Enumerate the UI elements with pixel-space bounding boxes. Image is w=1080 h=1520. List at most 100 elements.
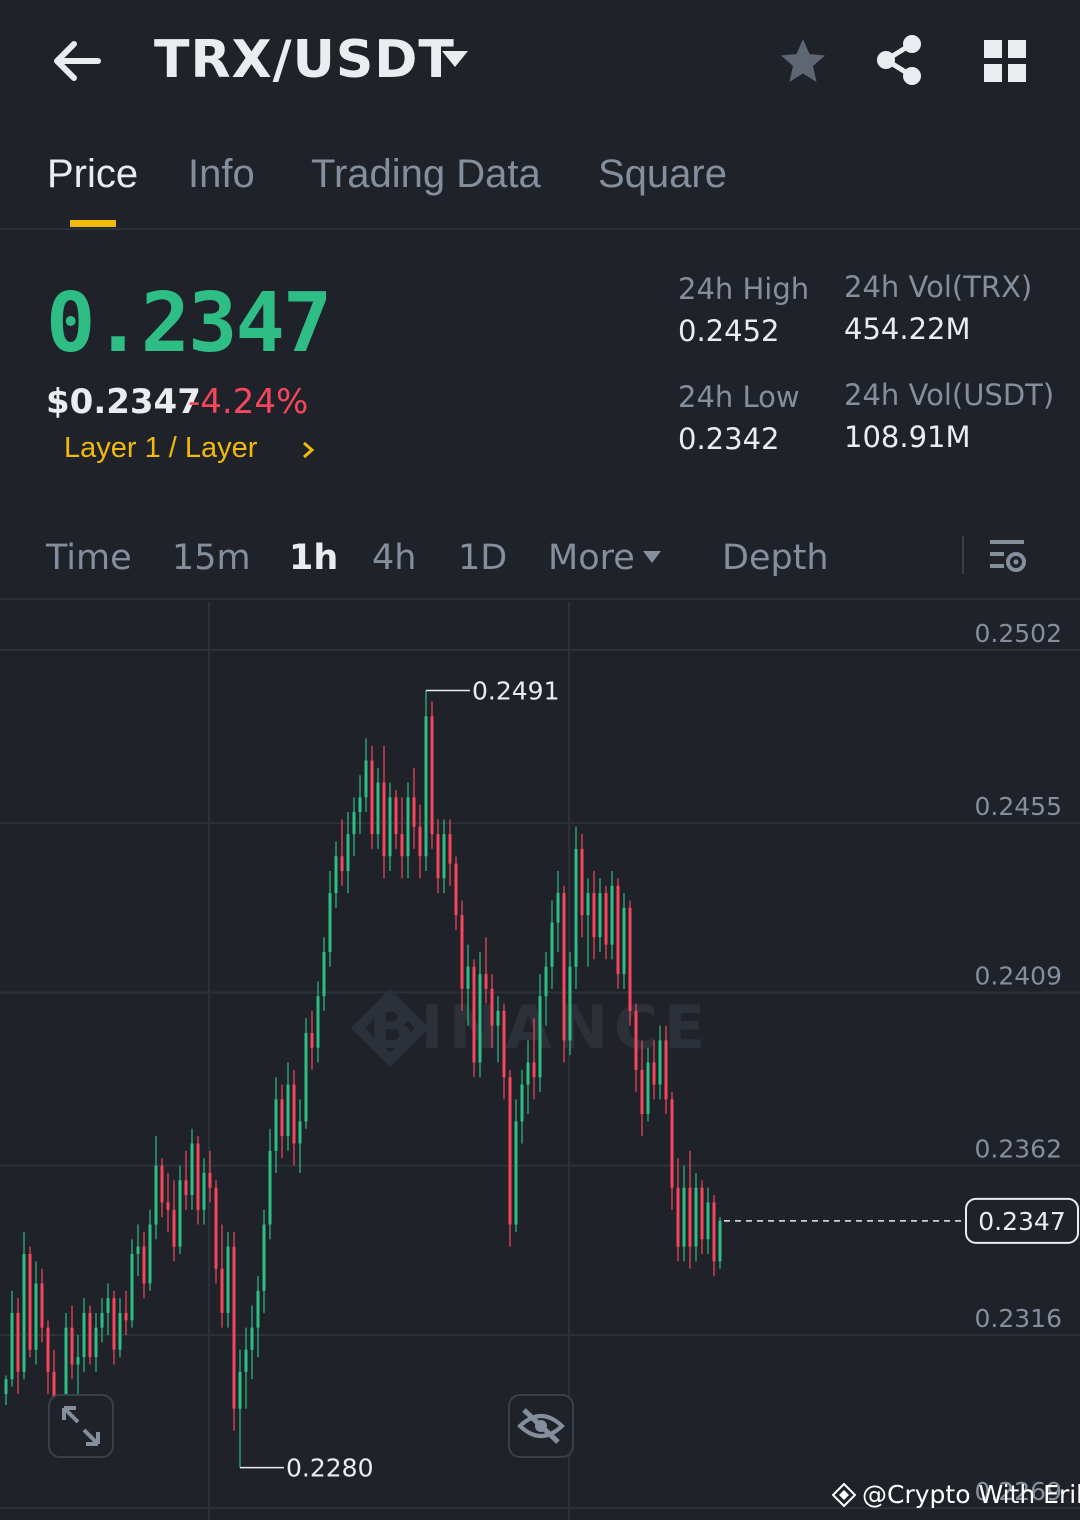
candle-body [160, 1165, 164, 1203]
caret-down-icon[interactable] [440, 48, 470, 70]
grid-icon[interactable] [982, 38, 1028, 84]
candle-body [694, 1187, 698, 1247]
candle-body [706, 1202, 710, 1240]
candle-body [64, 1327, 68, 1417]
candle-body [616, 885, 620, 975]
candle-body [166, 1202, 170, 1210]
candle-body [526, 1062, 530, 1085]
tab-price[interactable]: Price [47, 152, 139, 196]
y-tick-label: 0.2316 [975, 1304, 1062, 1333]
vol-quote-label: 24h Vol(USDT) [844, 378, 1055, 412]
candlestick-chart[interactable]: 0.2502 0.2455 0.2409 0.2362 0.2316 0.2269 BINA… [0, 602, 1080, 1520]
candle-body [208, 1172, 212, 1188]
chart-settings-icon[interactable] [988, 534, 1028, 578]
candle-body [700, 1187, 704, 1240]
candle-body [370, 760, 374, 835]
candle-body [292, 1084, 296, 1144]
interval-time[interactable]: Time [46, 538, 132, 578]
candle-body [94, 1327, 98, 1358]
candle-body [154, 1165, 158, 1225]
fullscreen-button[interactable] [48, 1394, 114, 1458]
share-icon[interactable] [874, 34, 924, 86]
candle-body [220, 1268, 224, 1313]
candle-body [586, 893, 590, 916]
candle-body [322, 951, 326, 997]
candle-body [538, 996, 542, 1078]
divider [962, 536, 964, 574]
candle-body [22, 1253, 26, 1372]
candle-body [364, 760, 368, 798]
candle-body [610, 885, 614, 945]
star-icon[interactable] [778, 36, 828, 86]
candle-body [298, 1121, 302, 1144]
candle-body [550, 922, 554, 967]
active-tab-indicator [70, 220, 116, 227]
chart-canvas[interactable]: 0.25020.24550.24090.23620.23160.2269BINA… [0, 602, 1080, 1520]
interval-1d[interactable]: 1D [458, 538, 508, 578]
candle-body [514, 1121, 518, 1225]
top-bar: TRX/USDT [0, 0, 1080, 125]
interval-depth[interactable]: Depth [722, 538, 829, 578]
candle-body [70, 1327, 74, 1365]
candle-body [226, 1246, 230, 1313]
candle-body [4, 1379, 8, 1394]
candle-body [172, 1209, 176, 1247]
min-price-label: 0.2280 [286, 1454, 373, 1483]
candle-body [460, 915, 464, 989]
candle-body [406, 797, 410, 857]
tab-trading-data[interactable]: Trading Data [311, 152, 541, 196]
interval-4h[interactable]: 4h [372, 538, 417, 578]
y-tick-label: 0.2455 [975, 792, 1062, 821]
caret-down-icon[interactable] [642, 550, 662, 564]
high-value: 0.2452 [678, 314, 780, 348]
candle-body [328, 893, 332, 952]
last-price-box [965, 1197, 1079, 1244]
back-arrow-icon[interactable] [50, 36, 102, 86]
candle-body [334, 856, 338, 894]
candle-body [190, 1143, 194, 1196]
candle-body [496, 1010, 500, 1026]
interval-15m[interactable]: 15m [172, 538, 251, 578]
candle-body [304, 1033, 308, 1122]
chevron-right-icon[interactable] [300, 440, 316, 460]
candle-body [376, 782, 380, 835]
candle-body [352, 812, 356, 835]
candle-body [316, 996, 320, 1048]
last-price: 0.2347 [46, 276, 332, 371]
hide-indicators-button[interactable] [508, 1394, 574, 1458]
candle-body [76, 1357, 80, 1365]
main-tabs: Price Info Trading Data Square [0, 140, 1080, 230]
candle-body [148, 1224, 152, 1284]
interval-more[interactable]: More [548, 538, 635, 578]
vol-base-label: 24h Vol(TRX) [844, 270, 1033, 304]
candle-body [250, 1327, 254, 1350]
last-price-label: 0.2347 [978, 1207, 1065, 1236]
candle-body [658, 1040, 662, 1085]
candle-body [256, 1290, 260, 1328]
candle-body [682, 1187, 686, 1247]
candle-body [124, 1312, 128, 1321]
candle-body [646, 1062, 650, 1115]
candle-body [640, 1069, 644, 1115]
candle-body [670, 1099, 674, 1188]
candle-body [40, 1283, 44, 1328]
candle-body [544, 966, 548, 997]
category-tag-link[interactable]: Layer 1 / Layer [64, 432, 258, 464]
pair-title[interactable]: TRX/USDT [154, 30, 455, 90]
candle-body [184, 1180, 188, 1196]
candle-body [478, 974, 482, 1063]
tab-square[interactable]: Square [598, 152, 727, 196]
interval-bar: Time 15m 1h 4h 1D More Depth [0, 520, 1080, 600]
low-value: 0.2342 [678, 422, 780, 456]
tab-info[interactable]: Info [188, 152, 255, 196]
candle-body [448, 834, 452, 864]
interval-1h[interactable]: 1h [289, 538, 339, 578]
candle-body [628, 907, 632, 1011]
y-tick-label: 0.2269 [975, 1477, 1062, 1506]
candle-body [214, 1187, 218, 1269]
candle-body [382, 782, 386, 857]
candle-body [136, 1246, 140, 1254]
y-tick-label: 0.2362 [975, 1135, 1062, 1164]
candle-body [484, 974, 488, 989]
candle-body [268, 1150, 272, 1225]
